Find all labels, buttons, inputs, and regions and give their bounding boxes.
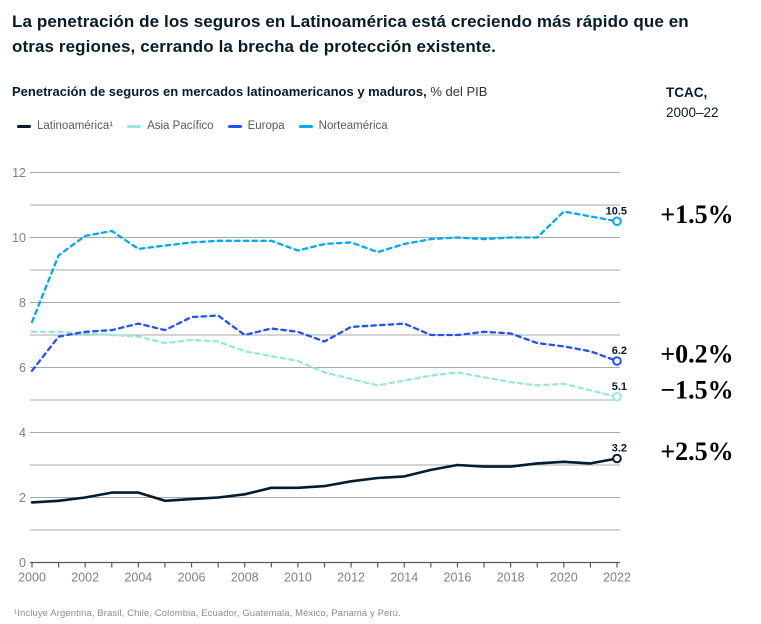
legend-label-asia-pacifico: Asia Pacífico (147, 120, 214, 132)
y-axis-label-8: 8 (19, 296, 26, 310)
end-value-label-norteamerica: 10.5 (606, 205, 627, 217)
cagr-header-line1: TCAC, (666, 85, 708, 100)
y-axis-label-10: 10 (12, 231, 26, 245)
legend-label-latinoamerica: Latinoamérica¹ (37, 120, 114, 132)
cagr-value-norteamerica: +1.5% (660, 200, 733, 229)
x-axis-label-2022: 2022 (603, 571, 631, 585)
cagr-value-latinoamerica: +2.5% (660, 437, 733, 466)
end-marker-latinoamerica (612, 453, 622, 464)
legend-swatch-norteamerica (298, 124, 313, 128)
x-axis-label-2002: 2002 (71, 571, 99, 585)
series-line-europa (30, 314, 619, 372)
y-axis-label-6: 6 (19, 361, 26, 375)
chart-subtitle-unit: % del PIB (426, 84, 488, 99)
x-axis-label-2004: 2004 (124, 571, 152, 585)
chart-subtitle-bold: Penetración de seguros en mercados latin… (12, 84, 427, 99)
page-title: La penetración de los seguros en Latinoa… (12, 12, 689, 56)
chart-legend: Latinoamérica¹ Asia Pacífico Europa Norteam… (17, 120, 388, 132)
line-chart-svg: 0 2 4 6 8 10 12 2000 2002 2004 2006 2008 2010 2012 201… (12, 166, 734, 585)
cagr-header-line2: 2000–22 (666, 105, 719, 120)
legend-item-europa: Europa (227, 120, 285, 132)
legend-swatch-latinoamerica (17, 124, 31, 128)
series-line-asia-pacifico (30, 330, 619, 398)
x-axis-label-2000: 2000 (18, 571, 46, 585)
end-marker-norteamerica (612, 216, 622, 227)
legend-label-europa: Europa (247, 120, 285, 132)
legend-label-norteamerica: Norteamérica (318, 120, 388, 132)
cagr-column-header: TCAC, 2000–22 (666, 83, 758, 123)
cagr-value-asia-pacifico: −1.5% (660, 375, 733, 404)
series-line-norteamerica (30, 210, 619, 324)
legend-item-norteamerica: Norteamérica (298, 120, 388, 132)
end-value-label-latinoamerica: 3.2 (612, 443, 627, 455)
x-axis-label-2016: 2016 (444, 571, 472, 585)
y-axis-label-2: 2 (19, 491, 26, 505)
end-marker-asia-pacifico (612, 391, 622, 402)
x-axis-label-2014: 2014 (390, 571, 418, 585)
end-value-label-asia-pacifico: 5.1 (612, 381, 627, 393)
legend-swatch-europa (227, 124, 242, 128)
end-marker-europa (612, 356, 622, 366)
x-axis-label-2012: 2012 (337, 571, 365, 585)
legend-swatch-asia-pacifico (127, 124, 142, 128)
y-axis-label-4: 4 (19, 426, 26, 440)
legend-item-asia-pacifico: Asia Pacífico (127, 120, 214, 132)
x-axis-label-2018: 2018 (497, 571, 525, 585)
series-line-latinoamerica (30, 457, 619, 504)
footnote: ¹Incluye Argentina, Brasil, Chile, Colom… (14, 608, 401, 619)
line-chart: 0 2 4 6 8 10 12 2000 2002 2004 2006 2008 2010 2012 201… (0, 150, 761, 600)
y-axis-label-0: 0 (19, 556, 26, 570)
cagr-value-europa: +0.2% (660, 340, 733, 369)
x-axis-label-2010: 2010 (284, 571, 312, 585)
x-axis-label-2020: 2020 (550, 571, 578, 585)
y-axis-label-12: 12 (12, 166, 26, 180)
x-axis-label-2008: 2008 (231, 571, 259, 585)
legend-item-latinoamerica: Latinoamérica¹ (17, 120, 113, 132)
chart-subtitle: Penetración de seguros en mercados latin… (12, 84, 652, 99)
end-value-label-europa: 6.2 (612, 345, 627, 357)
x-axis-label-2006: 2006 (178, 571, 206, 585)
